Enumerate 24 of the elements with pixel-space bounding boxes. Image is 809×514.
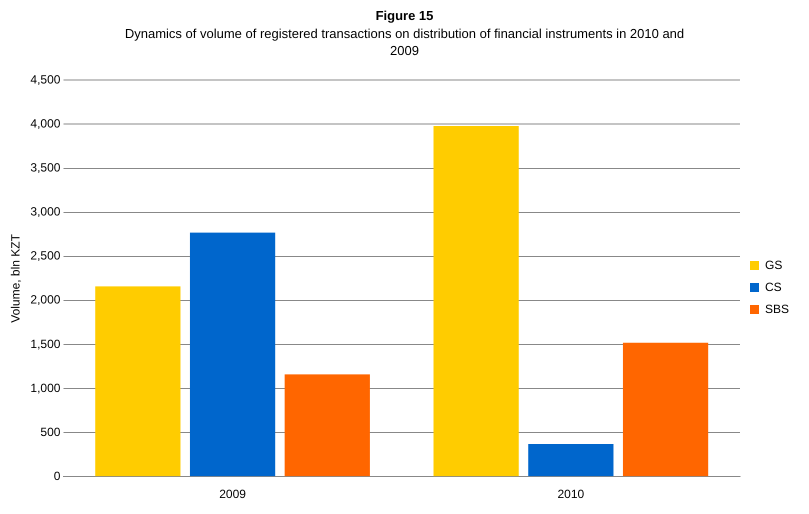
bar [284, 374, 370, 476]
chart-title: Figure 15 [374, 8, 434, 23]
y-tick-label: 3,500 [30, 160, 61, 175]
chart-subtitle: Dynamics of volume of registered transactions on distribution of financial instruments in 2010 and 2009 [124, 25, 684, 59]
y-axis-title: Volume, bln KZT [8, 233, 23, 323]
y-tick-label: 1,000 [30, 380, 61, 395]
bar [190, 232, 276, 476]
y-tick-label: 1,500 [30, 336, 61, 351]
bar [434, 126, 519, 476]
legend-label: CS [764, 280, 782, 294]
y-tick-label: 500 [40, 424, 61, 439]
y-tick-label: 4,500 [30, 72, 61, 87]
bar [528, 444, 614, 476]
legend-label: SBS [764, 302, 790, 316]
legend-label: GS [764, 258, 782, 272]
bar [95, 286, 180, 476]
y-tick-label: 3,000 [30, 204, 61, 219]
y-tick-label: 0 [54, 468, 61, 483]
y-tick-label: 2,500 [30, 248, 61, 263]
y-tick-label: 2,000 [30, 292, 61, 307]
x-tick-label: 2009 [219, 487, 246, 502]
x-tick-label: 2010 [557, 487, 585, 502]
bar [622, 342, 708, 476]
y-tick-label: 4,000 [30, 116, 61, 131]
